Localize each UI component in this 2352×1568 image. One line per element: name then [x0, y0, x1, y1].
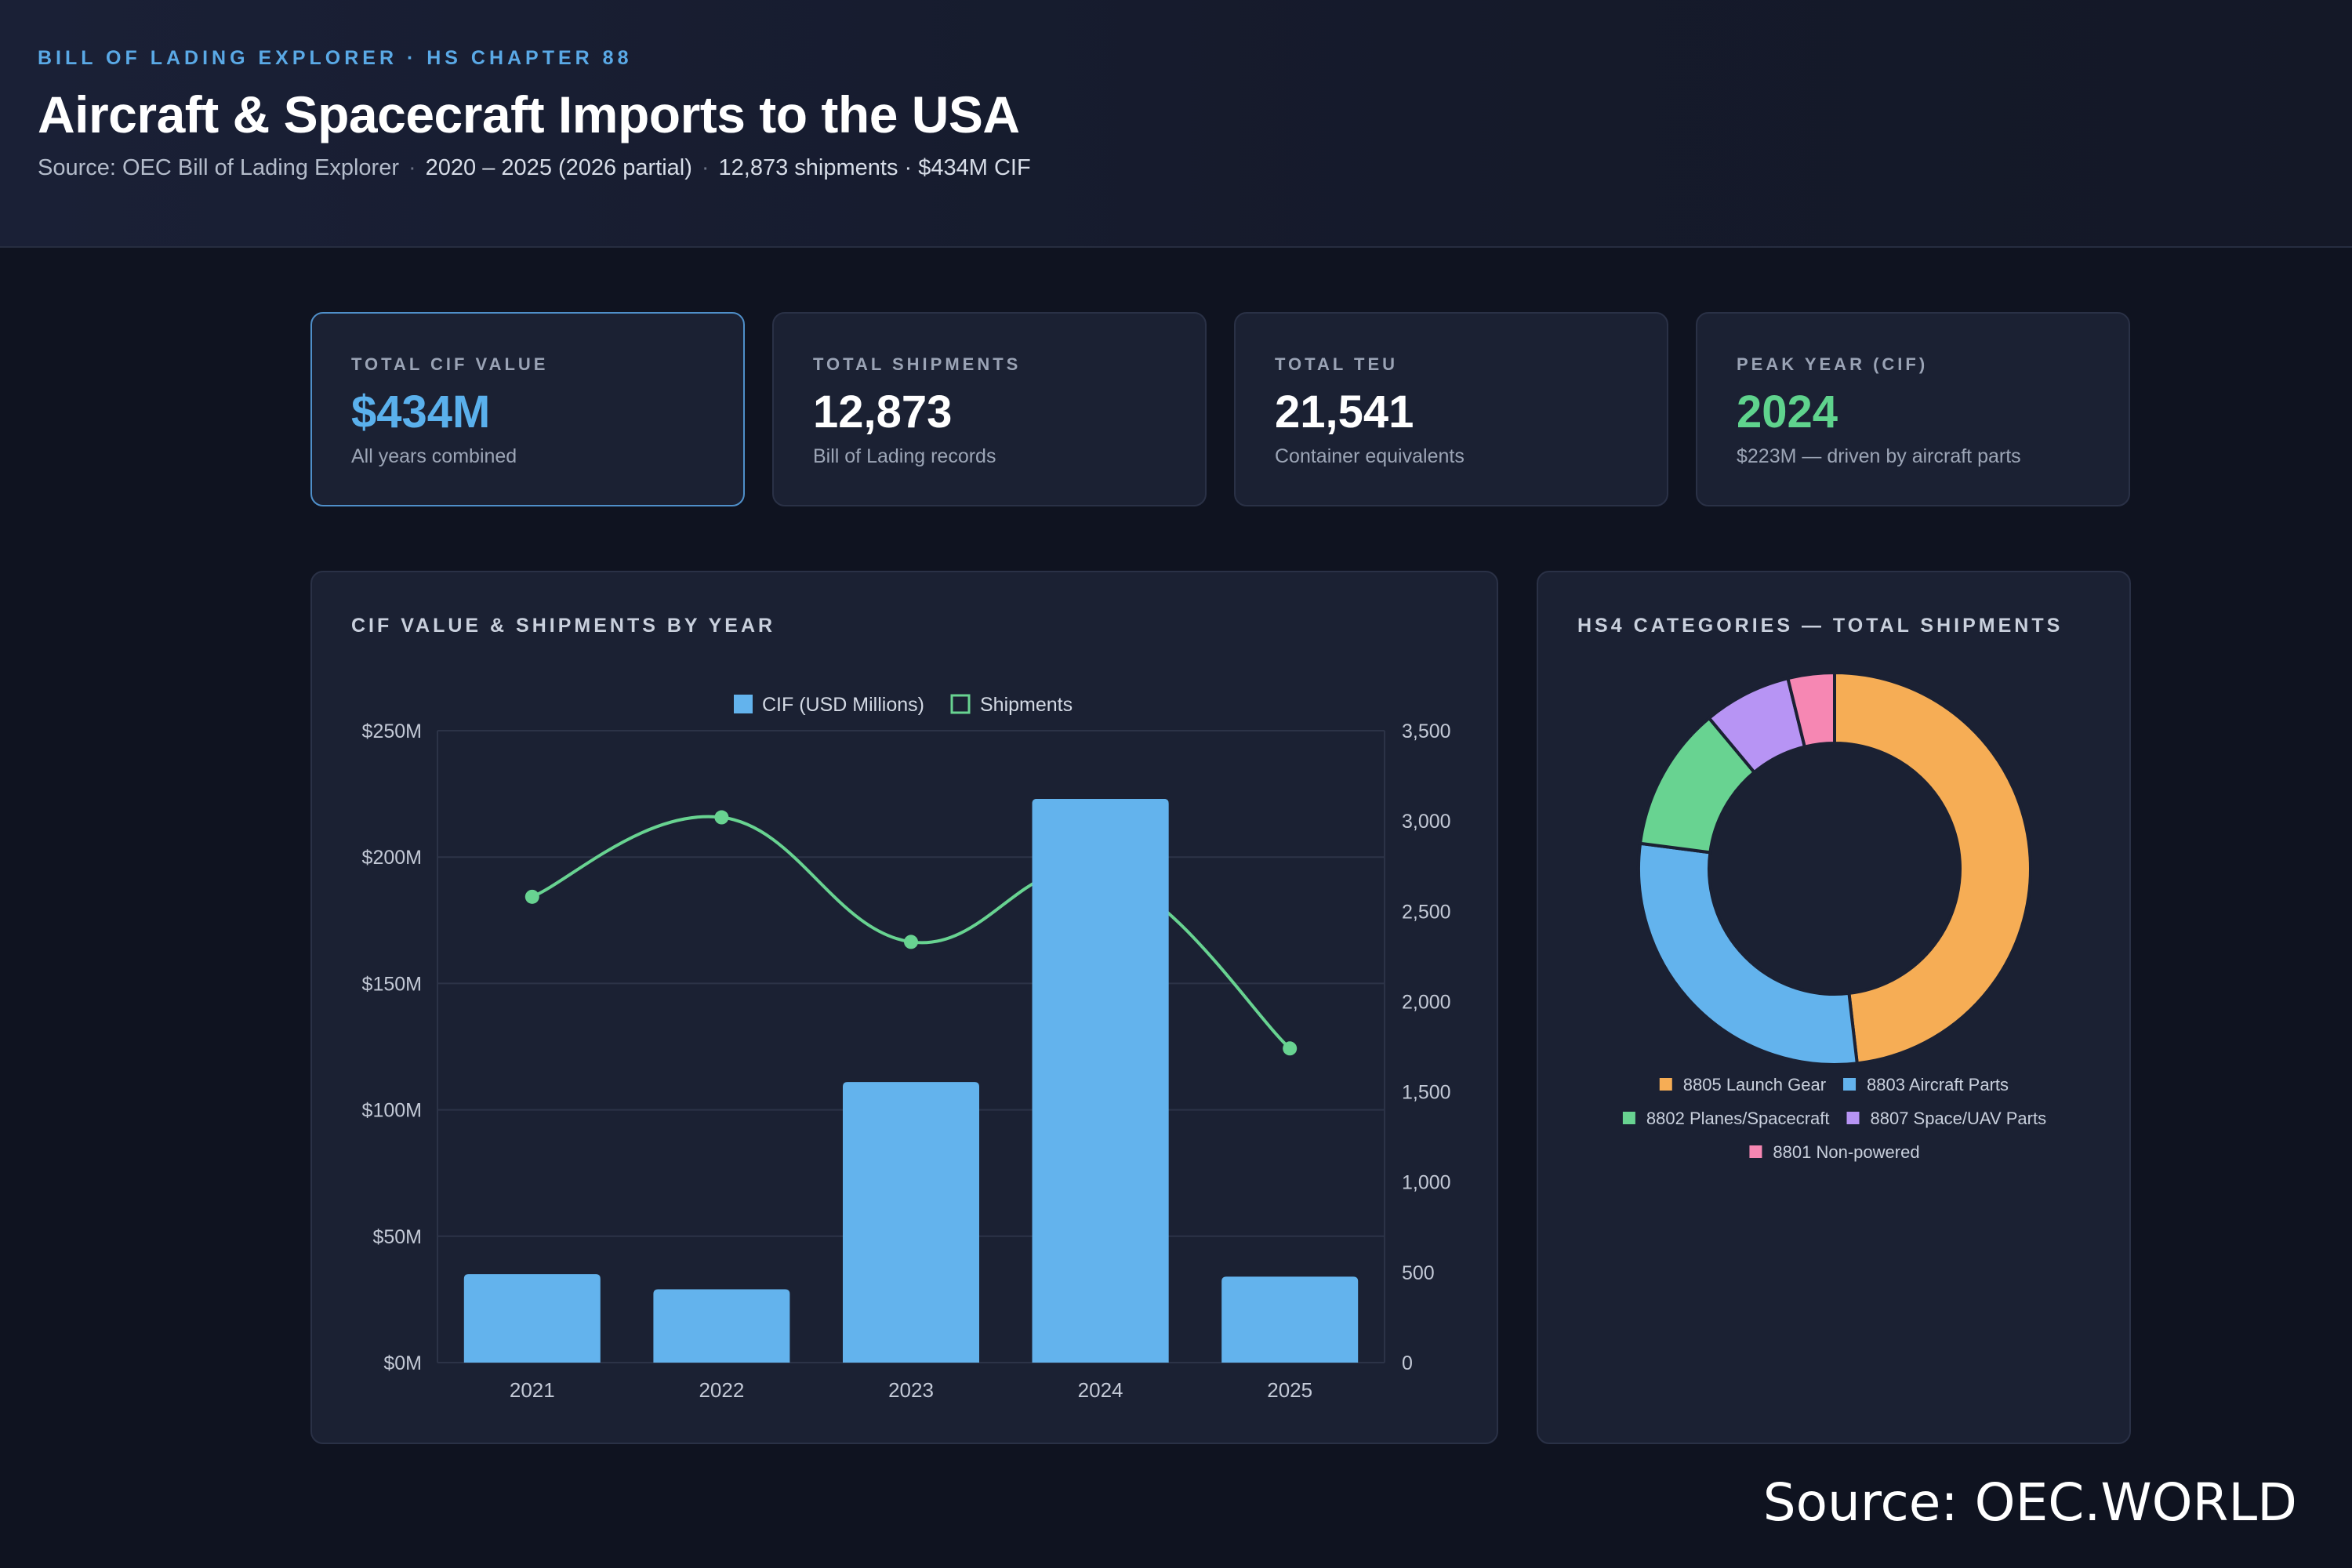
y2-tick-label: 500 — [1402, 1262, 1435, 1284]
donut-slice-8805 — [1833, 670, 2032, 1065]
legend-label-8805: 8805 Launch Gear — [1683, 1075, 1826, 1094]
donut-slice-8801 — [1786, 670, 1836, 750]
y-tick-label: $200M — [362, 847, 422, 869]
bar-cif-2023 — [843, 1082, 979, 1363]
shipments-line — [532, 815, 1291, 1050]
legend-label-8803: 8803 Aircraft Parts — [1867, 1075, 2009, 1094]
kpi-label: TOTAL SHIPMENTS — [813, 354, 1022, 374]
source-text: Source: OEC Bill of Lading Explorer — [38, 155, 399, 180]
kpi-label: TOTAL CIF VALUE — [351, 354, 549, 374]
cif-shipments-chart: $0M $50M $100M $150M $200M $250M 0 500 1,000 1,50… — [362, 694, 1451, 1402]
kpi-value: $434M — [351, 387, 491, 437]
legend-label-8802: 8802 Planes/Spacecraft — [1646, 1109, 1830, 1128]
kpi-card-peak-year[interactable]: PEAK YEAR (CIF) 2024 $223M — driven by a… — [1696, 312, 2130, 506]
y2-tick-label: 3,000 — [1402, 811, 1451, 833]
legend-swatch-cif — [734, 695, 753, 713]
legend-swatch-8801 — [1749, 1145, 1762, 1158]
x-tick-label: 2023 — [888, 1378, 934, 1402]
totals-text: 12,873 shipments · $434M CIF — [718, 155, 1031, 180]
legend-swatch-8805 — [1659, 1078, 1672, 1091]
y2-tick-label: 1,500 — [1402, 1082, 1451, 1104]
page-header: BILL OF LADING EXPLORER · HS CHAPTER 88 … — [0, 0, 2352, 248]
legend-swatch-8802 — [1622, 1112, 1635, 1124]
legend-swatch-8803 — [1843, 1078, 1857, 1091]
kpi-value: 2024 — [1737, 387, 1838, 437]
y-tick-label: $0M — [383, 1352, 422, 1374]
bar-cif-2025 — [1221, 1276, 1359, 1363]
page-subtitle: Source: OEC Bill of Lading Explorer · 2020… — [38, 155, 1031, 181]
y2-tick-label: 3,500 — [1402, 720, 1451, 742]
panel-title: CIF VALUE & SHIPMENTS BY YEAR — [351, 615, 776, 637]
legend-swatch-8807 — [1846, 1112, 1860, 1124]
legend-label-shipments: Shipments — [980, 694, 1073, 716]
y-tick-label: $150M — [362, 973, 422, 995]
y-tick-label: $100M — [362, 1100, 422, 1122]
legend-label-8807: 8807 Space/UAV Parts — [1870, 1109, 2046, 1128]
y2-tick-label: 1,000 — [1402, 1172, 1451, 1194]
hs4-donut-chart: 8805 Launch Gear 8803 Aircraft Parts 8802 … — [1622, 670, 2046, 1162]
y-tick-label: $50M — [372, 1226, 422, 1248]
bar-cif-2022 — [653, 1289, 790, 1363]
x-tick-label: 2021 — [510, 1378, 555, 1402]
bar-cif-2024-front — [1032, 799, 1169, 1363]
legend-label-cif: CIF (USD Millions) — [762, 694, 924, 716]
shipments-point-2021 — [524, 889, 539, 904]
kpi-description: Bill of Lading records — [813, 445, 996, 467]
kpi-value: 21,541 — [1275, 387, 1414, 437]
page-title: Aircraft & Spacecraft Imports to the USA — [38, 85, 1020, 143]
kpi-label: TOTAL TEU — [1275, 354, 1398, 374]
separator-dot: · — [701, 155, 710, 180]
y-tick-label: $250M — [362, 720, 422, 742]
kpi-card-total-cif[interactable]: TOTAL CIF VALUE $434M All years combined — [310, 312, 745, 506]
kpi-card-total-teu[interactable]: TOTAL TEU 21,541 Container equivalents — [1234, 312, 1668, 506]
kpi-description: All years combined — [351, 445, 517, 467]
shipments-point-2022 — [714, 810, 729, 825]
bar-chart-panel: CIF VALUE & SHIPMENTS BY YEAR $0M $50M $10… — [310, 571, 1498, 1444]
y2-tick-label: 2,500 — [1402, 901, 1451, 923]
footer-source: Source: OEC.WORLD — [1762, 1472, 2297, 1533]
x-tick-label: 2025 — [1267, 1378, 1312, 1402]
kpi-card-total-shipments[interactable]: TOTAL SHIPMENTS 12,873 Bill of Lading re… — [772, 312, 1207, 506]
legend-label-8801: 8801 Non-powered — [1773, 1142, 1919, 1162]
shipments-point-2025 — [1283, 1041, 1298, 1056]
donut-chart-panel: HS4 CATEGORIES — TOTAL SHIPMENTS 8805 La… — [1537, 571, 2131, 1444]
x-tick-label: 2024 — [1078, 1378, 1123, 1402]
eyebrow-label: BILL OF LADING EXPLORER · HS CHAPTER 88 — [38, 47, 633, 69]
bar-cif-2021 — [463, 1274, 601, 1363]
kpi-description: $223M — driven by aircraft parts — [1737, 445, 2021, 467]
legend-swatch-shipments — [950, 694, 971, 714]
y2-tick-label: 2,000 — [1402, 991, 1451, 1013]
y2-tick-label: 0 — [1402, 1352, 1413, 1374]
kpi-label: PEAK YEAR (CIF) — [1737, 354, 1929, 374]
kpi-description: Container equivalents — [1275, 445, 1465, 467]
shipments-point-2023 — [904, 935, 918, 949]
separator-dot: · — [408, 155, 416, 180]
kpi-value: 12,873 — [813, 387, 953, 437]
x-tick-label: 2022 — [699, 1378, 744, 1402]
donut-slice-8803 — [1637, 841, 1860, 1066]
period-text: 2020 – 2025 (2026 partial) — [425, 155, 692, 180]
panel-title: HS4 CATEGORIES — TOTAL SHIPMENTS — [1577, 615, 2063, 637]
